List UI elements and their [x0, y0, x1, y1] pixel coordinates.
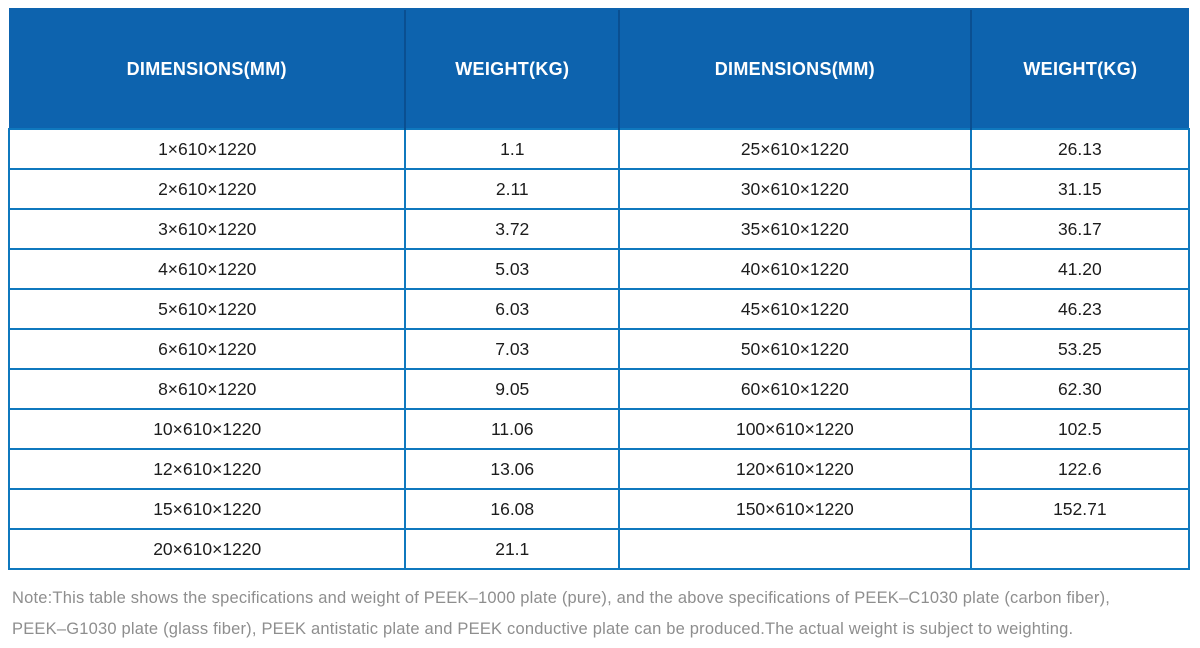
table-cell: 120×610×1220: [618, 448, 972, 490]
table-cell: 41.20: [969, 248, 1191, 290]
table-cell: 122.6: [969, 448, 1191, 490]
table-cell: 6.03: [404, 288, 621, 330]
table-row: 6×610×1220 7.03 50×610×1220 53.25: [7, 328, 1191, 370]
table-row: 1×610×1220 1.1 25×610×1220 26.13: [7, 128, 1191, 170]
table-cell: 15×610×1220: [7, 488, 407, 530]
table-cell: 5.03: [404, 248, 621, 290]
table-cell: 12×610×1220: [7, 448, 407, 490]
header-dimensions-left: DIMENSIONS(MM): [9, 8, 406, 129]
table-cell: [969, 528, 1191, 570]
table-row: 4×610×1220 5.03 40×610×1220 41.20: [7, 248, 1191, 290]
table-cell: 5×610×1220: [7, 288, 407, 330]
table-cell: 150×610×1220: [618, 488, 972, 530]
header-dimensions-right: DIMENSIONS(MM): [618, 8, 971, 129]
table-cell: [618, 528, 972, 570]
table-cell: 10×610×1220: [7, 408, 407, 450]
table-cell: 60×610×1220: [618, 368, 972, 410]
table-cell: 35×610×1220: [618, 208, 972, 250]
table-row: 2×610×1220 2.11 30×610×1220 31.15: [7, 168, 1191, 210]
note-line-2: PEEK–G1030 plate (glass fiber), PEEK ant…: [12, 620, 1074, 638]
table-cell: 46.23: [969, 288, 1191, 330]
table-cell: 1×610×1220: [7, 128, 407, 170]
table-row: 3×610×1220 3.72 35×610×1220 36.17: [7, 208, 1191, 250]
spec-table: DIMENSIONS(MM) WEIGHT(KG) DIMENSIONS(MM)…: [7, 8, 1191, 570]
table-cell: 8×610×1220: [7, 368, 407, 410]
table-cell: 53.25: [969, 328, 1191, 370]
table-row: 5×610×1220 6.03 45×610×1220 46.23: [7, 288, 1191, 330]
table-cell: 9.05: [404, 368, 621, 410]
table-header: DIMENSIONS(MM) WEIGHT(KG) DIMENSIONS(MM)…: [9, 8, 1189, 129]
table-row: 15×610×1220 16.08 150×610×1220 152.71: [7, 488, 1191, 530]
table-row: 10×610×1220 11.06 100×610×1220 102.5: [7, 408, 1191, 450]
header-row: DIMENSIONS(MM) WEIGHT(KG) DIMENSIONS(MM)…: [9, 8, 1189, 129]
table-cell: 16.08: [404, 488, 621, 530]
table-cell: 26.13: [969, 128, 1191, 170]
note-line-1: Note:This table shows the specifications…: [12, 589, 1111, 607]
table-cell: 102.5: [969, 408, 1191, 450]
table-cell: 11.06: [404, 408, 621, 450]
table-cell: 40×610×1220: [618, 248, 972, 290]
table-cell: 62.30: [969, 368, 1191, 410]
table-cell: 3×610×1220: [7, 208, 407, 250]
table-cell: 100×610×1220: [618, 408, 972, 450]
table-cell: 30×610×1220: [618, 168, 972, 210]
table-cell: 6×610×1220: [7, 328, 407, 370]
table-cell: 20×610×1220: [7, 528, 407, 570]
table-cell: 21.1: [404, 528, 621, 570]
table-cell: 7.03: [404, 328, 621, 370]
note: Note:This table shows the specifications…: [8, 583, 1191, 645]
table-cell: 4×610×1220: [7, 248, 407, 290]
table-cell: 1.1: [404, 128, 621, 170]
table-cell: 2.11: [404, 168, 621, 210]
table-cell: 25×610×1220: [618, 128, 972, 170]
table-cell: 36.17: [969, 208, 1191, 250]
table-cell: 31.15: [969, 168, 1191, 210]
table-cell: 3.72: [404, 208, 621, 250]
table-row: 8×610×1220 9.05 60×610×1220 62.30: [7, 368, 1191, 410]
header-weight-left: WEIGHT(KG): [404, 8, 620, 129]
header-weight-right: WEIGHT(KG): [969, 8, 1189, 129]
table-row: 12×610×1220 13.06 120×610×1220 122.6: [7, 448, 1191, 490]
table-cell: 2×610×1220: [7, 168, 407, 210]
table-cell: 50×610×1220: [618, 328, 972, 370]
table-body: 1×610×1220 1.1 25×610×1220 26.13 2×610×1220 2…: [7, 128, 1191, 570]
table-row: 20×610×1220 21.1: [7, 528, 1191, 570]
table-cell: 152.71: [969, 488, 1191, 530]
table-cell: 45×610×1220: [618, 288, 972, 330]
table-cell: 13.06: [404, 448, 621, 490]
